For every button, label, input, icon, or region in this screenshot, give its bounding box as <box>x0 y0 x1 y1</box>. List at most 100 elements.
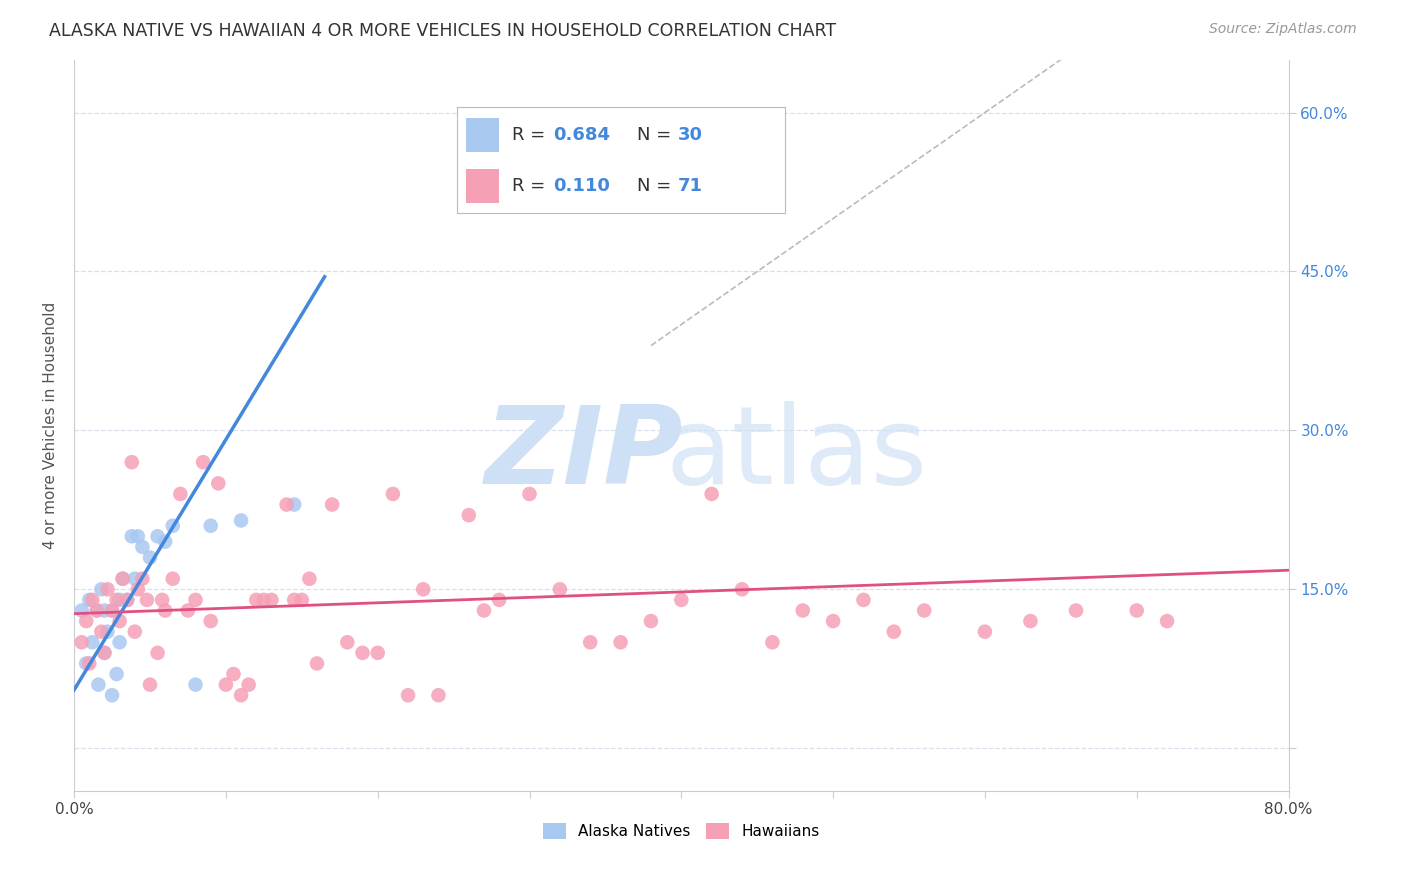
Point <box>90 582 112 597</box>
Point <box>457 508 479 523</box>
Point <box>96 582 118 597</box>
Point <box>105 593 128 607</box>
Point <box>472 603 495 617</box>
Point <box>86 603 108 617</box>
Point <box>70 635 93 649</box>
Point <box>412 582 434 597</box>
Point <box>169 487 191 501</box>
Point <box>115 593 138 607</box>
Point <box>229 688 252 702</box>
Point <box>162 518 184 533</box>
Point <box>82 635 104 649</box>
Point <box>579 635 602 649</box>
Point <box>131 572 153 586</box>
Point <box>77 657 100 671</box>
Point <box>291 593 314 607</box>
Legend: Alaska Natives, Hawaiians: Alaska Natives, Hawaiians <box>537 817 825 845</box>
Point <box>146 529 169 543</box>
Point <box>127 529 149 543</box>
Point <box>912 603 935 617</box>
Point <box>761 635 783 649</box>
Point <box>276 498 298 512</box>
Point <box>731 582 754 597</box>
Point <box>321 498 343 512</box>
Point <box>700 487 723 501</box>
Point <box>396 688 419 702</box>
Point <box>90 624 112 639</box>
Point <box>488 593 510 607</box>
Point <box>222 667 245 681</box>
Point <box>200 518 222 533</box>
Point <box>101 688 124 702</box>
Point <box>519 487 541 501</box>
Point <box>96 624 118 639</box>
Point <box>86 603 108 617</box>
Point <box>121 455 143 469</box>
Text: atlas: atlas <box>665 401 928 508</box>
Point <box>150 593 173 607</box>
Point <box>609 635 631 649</box>
Point <box>177 603 200 617</box>
Point <box>238 678 260 692</box>
Point <box>1125 603 1147 617</box>
Point <box>146 646 169 660</box>
Point <box>101 603 124 617</box>
Point <box>124 624 146 639</box>
Point <box>153 603 176 617</box>
Point <box>93 646 115 660</box>
Point <box>298 572 321 586</box>
Point <box>184 593 207 607</box>
Point <box>108 614 131 628</box>
Point <box>283 498 305 512</box>
Point <box>200 614 222 628</box>
Point <box>101 603 124 617</box>
Point <box>111 572 134 586</box>
Point <box>153 534 176 549</box>
Point <box>548 582 571 597</box>
Point <box>131 540 153 554</box>
Point <box>207 476 229 491</box>
Point <box>124 572 146 586</box>
Point <box>191 455 214 469</box>
Point <box>245 593 267 607</box>
Point <box>229 513 252 527</box>
Point <box>1156 614 1178 628</box>
Point <box>93 646 115 660</box>
Point <box>215 678 238 692</box>
Point <box>253 593 276 607</box>
Point <box>974 624 997 639</box>
Point <box>136 593 159 607</box>
Point <box>108 635 131 649</box>
Point <box>792 603 814 617</box>
Point <box>305 657 328 671</box>
Point <box>609 159 631 173</box>
Point <box>87 678 110 692</box>
Point <box>70 603 93 617</box>
Point <box>139 550 162 565</box>
Point <box>121 529 143 543</box>
Text: ALASKA NATIVE VS HAWAIIAN 4 OR MORE VEHICLES IN HOUSEHOLD CORRELATION CHART: ALASKA NATIVE VS HAWAIIAN 4 OR MORE VEHI… <box>49 22 837 40</box>
Point <box>283 593 305 607</box>
Point <box>427 688 450 702</box>
Point <box>111 572 134 586</box>
Point <box>671 593 693 607</box>
Point <box>75 657 97 671</box>
Point <box>93 603 115 617</box>
Point <box>260 593 283 607</box>
Y-axis label: 4 or more Vehicles in Household: 4 or more Vehicles in Household <box>44 301 58 549</box>
Point <box>105 667 128 681</box>
Point <box>139 678 162 692</box>
Point <box>367 646 389 660</box>
Point <box>162 572 184 586</box>
Text: ZIP: ZIP <box>485 401 683 508</box>
Point <box>115 593 138 607</box>
Point <box>336 635 359 649</box>
Point <box>883 624 905 639</box>
Point <box>381 487 404 501</box>
Point <box>82 593 104 607</box>
Point <box>1019 614 1042 628</box>
Point <box>640 614 662 628</box>
Point <box>852 593 875 607</box>
Text: Source: ZipAtlas.com: Source: ZipAtlas.com <box>1209 22 1357 37</box>
Point <box>352 646 374 660</box>
